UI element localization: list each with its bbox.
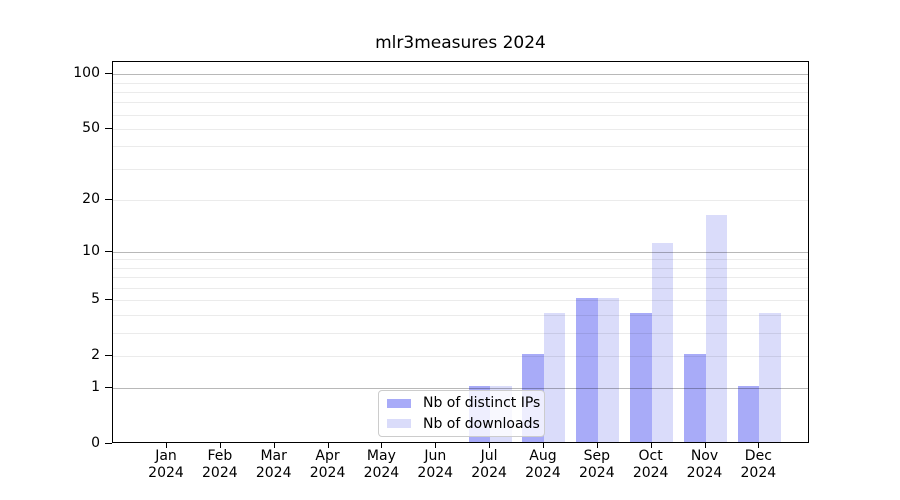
- legend-item-downloads: Nb of downloads: [387, 416, 540, 432]
- y-tick-label: 5: [91, 291, 100, 308]
- bar-downloads-dec: [759, 313, 781, 442]
- chart-title: mlr3measures 2024: [375, 33, 546, 53]
- y-tick-label: 20: [82, 191, 100, 208]
- bar-downloads-sep: [597, 298, 620, 442]
- legend-label-downloads: Nb of downloads: [423, 415, 540, 432]
- bar-downloads-aug: [543, 313, 566, 442]
- x-tick-label-may: May 2024: [363, 448, 400, 481]
- x-tick-mark: [489, 443, 491, 448]
- x-tick-mark: [166, 443, 167, 448]
- legend-item-distinct-ips: Nb of distinct IPs: [387, 395, 540, 411]
- y-tick-label: 10: [82, 242, 100, 259]
- x-tick-mark: [596, 443, 598, 448]
- gridline-minor: [113, 91, 808, 93]
- x-tick-mark: [650, 443, 652, 448]
- x-tick-mark: [273, 443, 275, 448]
- x-tick-mark: [219, 443, 221, 448]
- gridline-minor: [113, 300, 808, 302]
- gridline-minor: [113, 102, 808, 104]
- gridline-minor: [113, 146, 808, 148]
- x-tick-label-sep: Sep 2024: [578, 448, 615, 481]
- gridline-minor: [113, 332, 808, 334]
- gridline-minor: [113, 355, 808, 357]
- y-tick-mark: [105, 387, 112, 389]
- x-tick-mark: [704, 443, 706, 448]
- y-tick-mark: [105, 354, 112, 356]
- x-tick-label-aug: Aug 2024: [525, 448, 561, 481]
- bar-distinct-ips-dec: [737, 386, 760, 442]
- plot-area: [112, 61, 809, 443]
- bar-downloads-oct: [651, 242, 674, 442]
- y-tick-mark: [105, 127, 112, 129]
- x-tick-mark: [435, 443, 437, 448]
- y-tick-mark: [105, 250, 112, 252]
- y-tick-mark: [105, 299, 112, 301]
- gridline-major: [113, 388, 808, 390]
- gridline-minor: [113, 168, 808, 170]
- y-tick-label: 2: [91, 346, 100, 363]
- legend-label-distinct-ips: Nb of distinct IPs: [423, 395, 541, 412]
- y-tick-label: 100: [73, 65, 100, 82]
- gridline-minor: [113, 315, 808, 317]
- gridline-major: [113, 74, 808, 76]
- legend-swatch-downloads: [387, 419, 411, 429]
- gridline-minor: [113, 259, 808, 261]
- legend-swatch-distinct-ips: [387, 398, 411, 408]
- x-tick-label-oct: Oct 2024: [632, 448, 669, 481]
- gridline-minor: [113, 288, 808, 290]
- y-tick-mark: [105, 73, 112, 75]
- gridline-minor: [113, 128, 808, 130]
- bar-distinct-ips-oct: [630, 313, 652, 442]
- bar-distinct-ips-sep: [576, 298, 598, 442]
- y-tick-mark: [105, 443, 112, 444]
- gridline-minor: [113, 277, 808, 279]
- x-tick-label-apr: Apr 2024: [309, 448, 346, 481]
- x-tick-label-feb: Feb 2024: [202, 448, 238, 481]
- y-tick-mark: [105, 199, 112, 201]
- x-tick-label-jun: Jun 2024: [417, 448, 454, 481]
- bar-distinct-ips-nov: [684, 353, 706, 442]
- x-tick-mark: [381, 443, 383, 448]
- y-tick-label: 1: [91, 379, 100, 396]
- x-tick-label-mar: Mar 2024: [255, 448, 292, 481]
- y-tick-label: 50: [82, 119, 100, 136]
- x-tick-label-jul: Jul 2024: [471, 448, 507, 481]
- x-tick-mark: [327, 443, 329, 448]
- x-tick-mark: [542, 443, 544, 448]
- gridline-major: [113, 251, 808, 253]
- bar-downloads-nov: [705, 214, 727, 442]
- y-tick-label: 0: [91, 435, 100, 451]
- gridline-minor: [113, 267, 808, 269]
- x-tick-label-dec: Dec 2024: [740, 448, 777, 481]
- x-tick-label-jan: Jan 2024: [148, 448, 184, 481]
- x-tick-mark: [758, 443, 760, 448]
- gridline-minor: [113, 82, 808, 84]
- gridline-minor: [113, 200, 808, 202]
- legend: Nb of distinct IPs Nb of downloads: [378, 390, 545, 437]
- gridline-minor: [113, 114, 808, 116]
- x-tick-label-nov: Nov 2024: [686, 448, 723, 481]
